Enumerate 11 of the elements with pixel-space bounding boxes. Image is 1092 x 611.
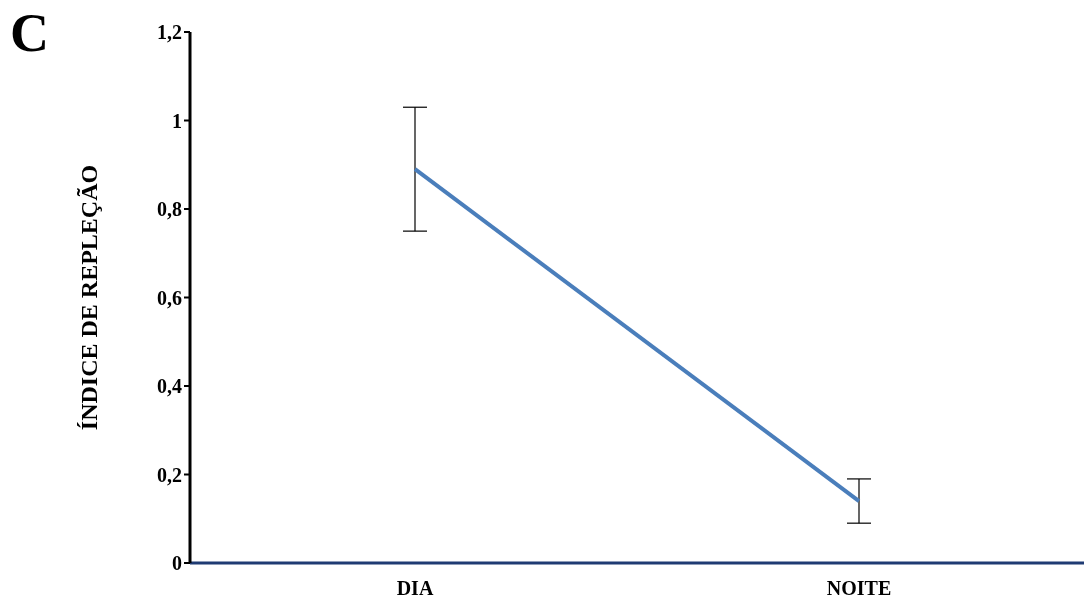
y-tick-label: 0,2 <box>157 463 182 486</box>
x-tick-label: NOITE <box>826 577 892 600</box>
x-tick-label: DIA <box>396 577 434 600</box>
y-tick-label: 0 <box>172 552 182 575</box>
y-tick-label: 1,2 <box>157 21 182 44</box>
y-tick-label: 0,4 <box>157 375 182 398</box>
text: C <box>10 3 49 63</box>
y-tick-label: 0,8 <box>157 198 182 221</box>
y-tick-label: 1 <box>172 109 182 132</box>
y-tick-label: 0,6 <box>157 286 182 309</box>
y-axis-title: ÍNDICE DE REPLEÇÃO <box>75 164 102 431</box>
